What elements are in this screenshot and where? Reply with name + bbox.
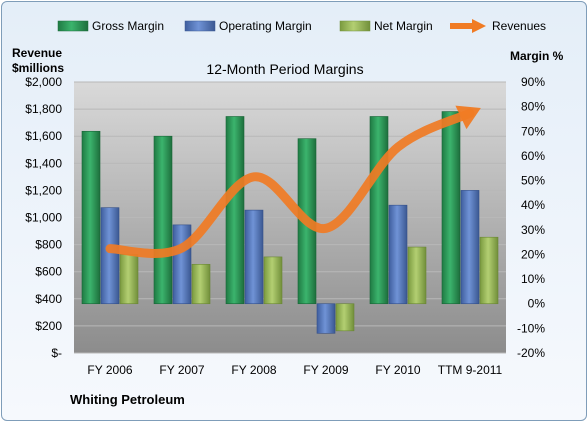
- bar-net-margin: [335, 303, 355, 332]
- left-tick-label: $600: [35, 265, 62, 279]
- legend-arrowhead-revenues: [472, 19, 486, 33]
- bar-operating-margin: [460, 190, 480, 305]
- bar-gross-margin: [369, 116, 389, 305]
- bar-gross-margin: [441, 111, 461, 305]
- category-label: TTM 9-2011: [438, 363, 503, 377]
- right-tick-label: 80%: [521, 100, 545, 114]
- left-tick-label: $1,800: [25, 102, 62, 116]
- bar-gross-margin: [81, 130, 101, 305]
- category-label: FY 2010: [375, 363, 420, 377]
- bar-operating-margin: [316, 303, 336, 334]
- legend-label-revenues: Revenues: [492, 19, 546, 33]
- category-label: FY 2006: [87, 363, 132, 377]
- legend: Gross Margin Operating Margin Net Margin…: [57, 19, 546, 33]
- legend-swatch-net-margin: [339, 20, 371, 32]
- bar-operating-margin: [388, 204, 408, 305]
- right-tick-label: 70%: [521, 124, 545, 138]
- left-tick-label: $1,200: [25, 183, 62, 197]
- left-tick-label: $800: [35, 238, 62, 252]
- left-axis-title-line2: $millions: [12, 61, 64, 75]
- left-tick-label: $400: [35, 292, 62, 306]
- gridlines: [74, 81, 506, 354]
- right-tick-label: 50%: [521, 174, 545, 188]
- right-tick-label: -20%: [517, 346, 545, 360]
- bar-net-margin: [263, 256, 283, 305]
- right-tick-label: -10%: [517, 321, 545, 335]
- bar-operating-margin: [100, 207, 120, 305]
- revenue-arrowhead: [455, 105, 481, 130]
- bar-net-margin: [191, 264, 211, 305]
- right-tick-label: 20%: [521, 247, 545, 261]
- bar-gross-margin: [153, 135, 173, 305]
- left-axis-title-line1: Revenue: [12, 46, 62, 60]
- left-axis-ticks: $- $200 $400 $600 $800 $1,000 $1,200 $1,400 $1,6…: [25, 75, 62, 360]
- legend-label-operating-margin: Operating Margin: [219, 19, 312, 33]
- bar-operating-margin: [172, 224, 192, 305]
- category-label: FY 2007: [159, 363, 204, 377]
- company-name: Whiting Petroleum: [70, 392, 185, 407]
- bar-net-margin: [407, 246, 427, 305]
- left-tick-label: $200: [35, 319, 62, 333]
- bar-net-margin: [119, 254, 139, 305]
- legend-item-operating-margin: Operating Margin: [184, 19, 312, 33]
- category-label: FY 2009: [303, 363, 348, 377]
- bar-net-margin: [479, 236, 499, 305]
- bar-gross-margin: [225, 116, 245, 305]
- left-tick-label: $1,400: [25, 156, 62, 170]
- bar-operating-margin: [244, 209, 264, 305]
- right-tick-label: 90%: [521, 75, 545, 89]
- right-axis-title: Margin %: [510, 49, 564, 63]
- right-tick-label: 0%: [528, 297, 546, 311]
- left-tick-label: $-: [51, 346, 62, 360]
- legend-swatch-operating-margin: [184, 20, 216, 32]
- legend-label-gross-margin: Gross Margin: [92, 19, 164, 33]
- right-tick-label: 30%: [521, 223, 545, 237]
- legend-item-gross-margin: Gross Margin: [57, 19, 164, 33]
- left-tick-label: $1,000: [25, 211, 62, 225]
- left-tick-label: $1,600: [25, 129, 62, 143]
- left-tick-label: $2,000: [25, 75, 62, 89]
- category-label: FY 2008: [231, 363, 276, 377]
- right-axis-ticks: -20% -10% 0% 10% 20% 30% 40% 50% 60% 70% 80% 90%: [517, 75, 545, 360]
- right-tick-label: 40%: [521, 198, 545, 212]
- legend-item-revenues: Revenues: [450, 19, 546, 33]
- legend-item-net-margin: Net Margin: [339, 19, 433, 33]
- chart-title: 12-Month Period Margins: [206, 61, 363, 77]
- legend-swatch-gross-margin: [57, 20, 89, 32]
- revenue-line-layer: [105, 105, 481, 258]
- legend-label-net-margin: Net Margin: [374, 19, 433, 33]
- right-tick-label: 10%: [521, 272, 545, 286]
- right-tick-label: 60%: [521, 149, 545, 163]
- category-axis-ticks: FY 2006 FY 2007 FY 2008 FY 2009 FY 2010 TTM 9…: [87, 363, 502, 377]
